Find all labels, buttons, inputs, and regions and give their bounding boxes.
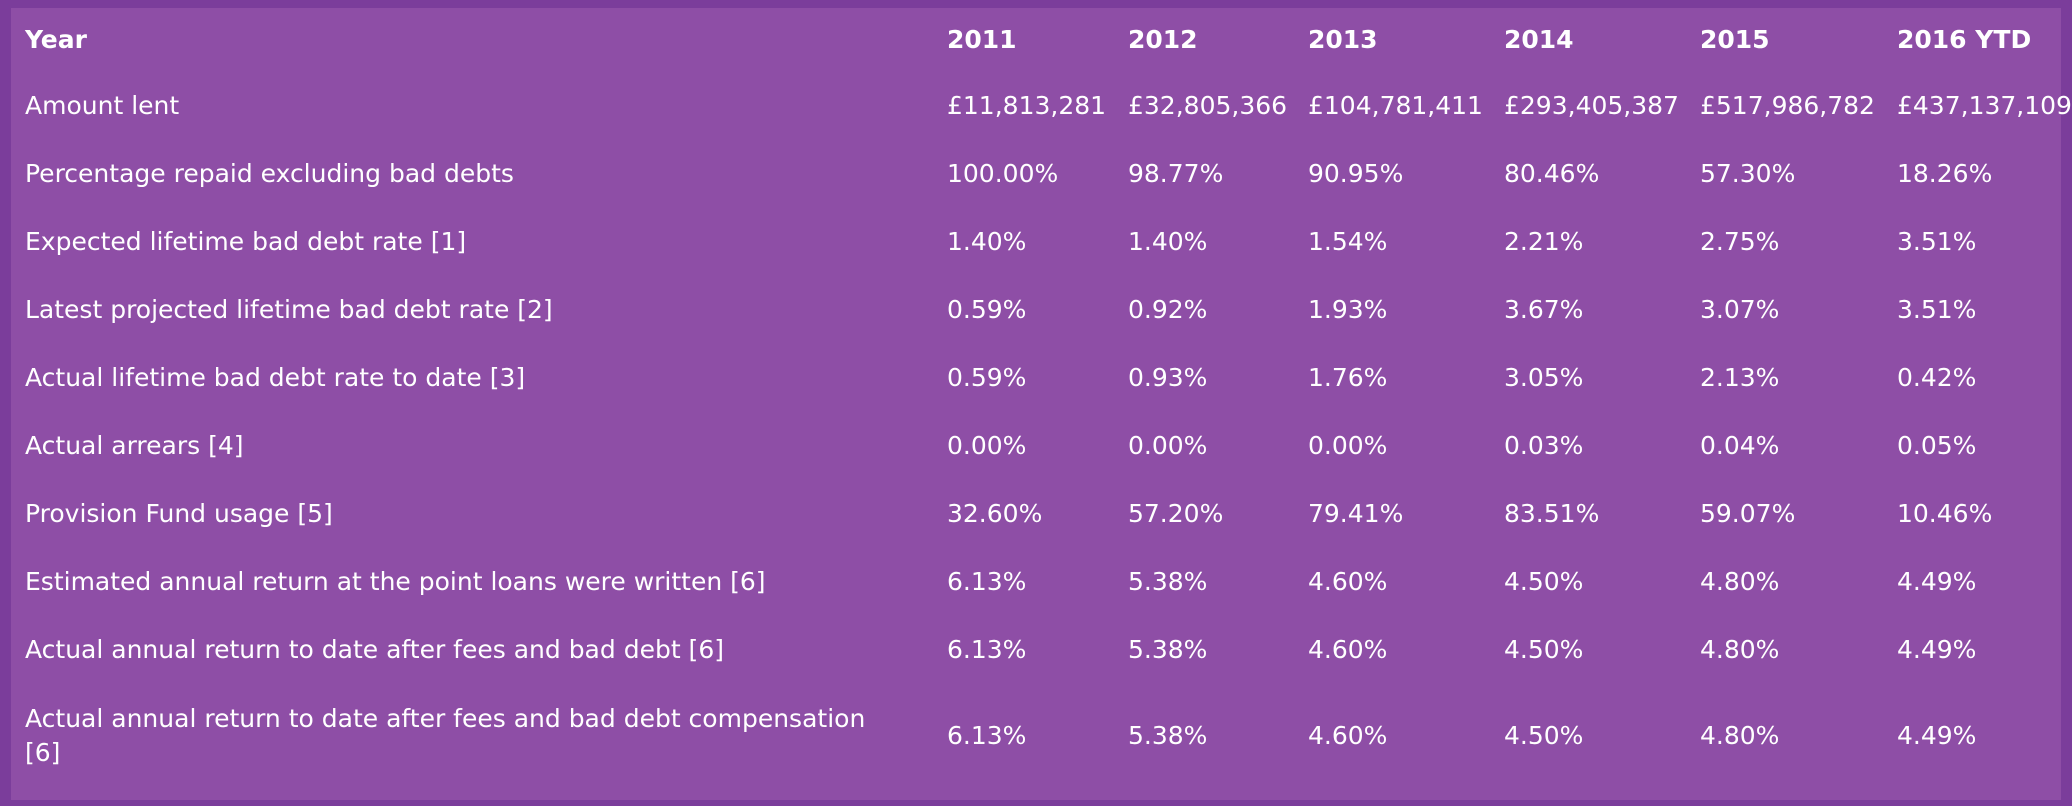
header-2015: 2015 bbox=[1700, 25, 1770, 54]
table-cell: 4.50% bbox=[1504, 635, 1584, 664]
table-cell: 3.67% bbox=[1504, 295, 1584, 324]
table-cell: 3.07% bbox=[1700, 295, 1780, 324]
header-2011: 2011 bbox=[947, 25, 1017, 54]
table-cell: £32,805,366 bbox=[1128, 91, 1288, 120]
table-body: Amount lent £11,813,281 £32,805,366 £104,78… bbox=[11, 72, 2072, 788]
table-cell: 4.60% bbox=[1308, 721, 1388, 750]
table-cell: 2.21% bbox=[1504, 227, 1584, 256]
table-cell: 100.00% bbox=[947, 159, 1059, 188]
table-row: Actual lifetime bad debt rate to date [3… bbox=[11, 344, 2061, 412]
row-label: Provision Fund usage [5] bbox=[25, 499, 333, 528]
header-2016-ytd: 2016 YTD bbox=[1897, 25, 2032, 54]
table-cell: 6.13% bbox=[947, 567, 1027, 596]
table-row: Actual annual return to date after fees … bbox=[11, 684, 2061, 788]
table-cell: 83.51% bbox=[1504, 499, 1600, 528]
table-cell: 0.00% bbox=[947, 431, 1027, 460]
table-cell: 59.07% bbox=[1700, 499, 1796, 528]
table-cell: 2.13% bbox=[1700, 363, 1780, 392]
header-2012: 2012 bbox=[1128, 25, 1198, 54]
table-cell: 5.38% bbox=[1128, 721, 1208, 750]
row-label: Actual annual return to date after fees … bbox=[25, 635, 724, 664]
table-cell: 4.60% bbox=[1308, 567, 1388, 596]
table-cell: 4.80% bbox=[1700, 635, 1780, 664]
table-cell: 18.26% bbox=[1897, 159, 1993, 188]
table-cell: 6.13% bbox=[947, 635, 1027, 664]
table-cell: 0.59% bbox=[947, 363, 1027, 392]
table-row: Provision Fund usage [5] 32.60% 57.20% 79.4… bbox=[11, 480, 2061, 548]
table-row: Actual arrears [4] 0.00% 0.00% 0.00% 0.03% 0.… bbox=[11, 412, 2061, 480]
table-cell: £11,813,281 bbox=[947, 91, 1107, 120]
table-row: Estimated annual return at the point loa… bbox=[11, 548, 2061, 616]
table-row: Percentage repaid excluding bad debts 100… bbox=[11, 140, 2061, 208]
table-row: Amount lent £11,813,281 £32,805,366 £104,78… bbox=[11, 72, 2072, 140]
table-cell: 2.75% bbox=[1700, 227, 1780, 256]
table-cell: 0.93% bbox=[1128, 363, 1208, 392]
header-year: Year bbox=[25, 25, 87, 54]
table-cell: 0.00% bbox=[1128, 431, 1208, 460]
table-cell: 5.38% bbox=[1128, 635, 1208, 664]
table-cell: 0.92% bbox=[1128, 295, 1208, 324]
table-header-row: Year 2011 2012 2013 2014 2015 2016 YTD bbox=[11, 8, 2061, 72]
table-cell: 1.93% bbox=[1308, 295, 1388, 324]
table-cell: 32.60% bbox=[947, 499, 1043, 528]
row-label: Percentage repaid excluding bad debts bbox=[25, 159, 514, 188]
header-2014: 2014 bbox=[1504, 25, 1574, 54]
row-label: Amount lent bbox=[25, 91, 180, 120]
table-cell: 6.13% bbox=[947, 721, 1027, 750]
table-row: Actual annual return to date after fees … bbox=[11, 616, 2061, 684]
table-cell: 3.51% bbox=[1897, 295, 1977, 324]
table-cell: 0.00% bbox=[1308, 431, 1388, 460]
table-cell: 4.49% bbox=[1897, 567, 1977, 596]
row-label: Actual arrears [4] bbox=[25, 431, 244, 460]
table-row: Latest projected lifetime bad debt rate … bbox=[11, 276, 2061, 344]
table-cell: £293,405,387 bbox=[1504, 91, 1679, 120]
table-cell: 0.05% bbox=[1897, 431, 1977, 460]
table-cell: 0.59% bbox=[947, 295, 1027, 324]
table-cell: 4.60% bbox=[1308, 635, 1388, 664]
table-cell: 79.41% bbox=[1308, 499, 1404, 528]
row-label: Latest projected lifetime bad debt rate … bbox=[25, 295, 553, 324]
header-2013: 2013 bbox=[1308, 25, 1378, 54]
table-cell: 3.05% bbox=[1504, 363, 1584, 392]
table-cell: 57.30% bbox=[1700, 159, 1796, 188]
table-cell: 3.51% bbox=[1897, 227, 1977, 256]
table-row: Expected lifetime bad debt rate [1] 1.40%… bbox=[11, 208, 2061, 276]
table-cell: 5.38% bbox=[1128, 567, 1208, 596]
row-label: Actual lifetime bad debt rate to date [3… bbox=[25, 363, 526, 392]
row-label: Expected lifetime bad debt rate [1] bbox=[25, 227, 467, 256]
table-cell: 0.03% bbox=[1504, 431, 1584, 460]
table-cell: 57.20% bbox=[1128, 499, 1224, 528]
row-label: Estimated annual return at the point loa… bbox=[25, 567, 766, 596]
table-cell: 4.49% bbox=[1897, 721, 1977, 750]
table-cell: 1.54% bbox=[1308, 227, 1388, 256]
table-cell: £437,137,109 bbox=[1897, 91, 2072, 120]
table-cell: 98.77% bbox=[1128, 159, 1224, 188]
table-cell: 90.95% bbox=[1308, 159, 1404, 188]
table-cell: 4.50% bbox=[1504, 567, 1584, 596]
table-cell: 1.40% bbox=[947, 227, 1027, 256]
table-cell: 4.80% bbox=[1700, 721, 1780, 750]
table-cell: £517,986,782 bbox=[1700, 91, 1875, 120]
table-cell: 0.04% bbox=[1700, 431, 1780, 460]
table-cell: 4.50% bbox=[1504, 721, 1584, 750]
table-cell: 1.76% bbox=[1308, 363, 1388, 392]
table-cell: £104,781,411 bbox=[1308, 91, 1483, 120]
table-cell: 10.46% bbox=[1897, 499, 1993, 528]
table-cell: 80.46% bbox=[1504, 159, 1600, 188]
loan-statistics-table: Year 2011 2012 2013 2014 2015 2016 YTD A… bbox=[11, 8, 2072, 788]
table-cell: 1.40% bbox=[1128, 227, 1208, 256]
table-cell: 0.42% bbox=[1897, 363, 1977, 392]
table-cell: 4.80% bbox=[1700, 567, 1780, 596]
table-cell: 4.49% bbox=[1897, 635, 1977, 664]
row-label: Actual annual return to date after fees … bbox=[25, 704, 866, 767]
